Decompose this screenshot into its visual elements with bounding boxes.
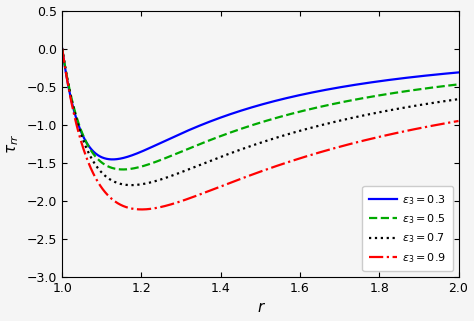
$\varepsilon_3 = 0.3$: [220, 115, 226, 119]
$\varepsilon_3 = 0.9$: [376, 135, 382, 139]
Y-axis label: $\tau_{rr}$: $\tau_{rr}$: [6, 134, 21, 154]
$\varepsilon_3 = 0.9$: [369, 137, 374, 141]
$\varepsilon_3 = 0.5$: [100, 161, 106, 165]
$\varepsilon_3 = 0.5$: [234, 128, 240, 132]
$\varepsilon_3 = 0.5$: [59, 47, 65, 50]
$\varepsilon_3 = 0.7$: [369, 112, 374, 116]
$\varepsilon_3 = 0.9$: [59, 47, 65, 50]
X-axis label: r: r: [257, 300, 264, 316]
$\varepsilon_3 = 0.9$: [100, 187, 106, 191]
$\varepsilon_3 = 0.5$: [220, 133, 226, 137]
$\varepsilon_3 = 0.7$: [128, 183, 134, 187]
$\varepsilon_3 = 0.9$: [139, 207, 145, 211]
Line: $\varepsilon_3 = 0.9$: $\varepsilon_3 = 0.9$: [62, 48, 458, 209]
Legend: $\varepsilon_3 = 0.3$, $\varepsilon_3 = 0.5$, $\varepsilon_3 = 0.7$, $\varepsilo: $\varepsilon_3 = 0.3$, $\varepsilon_3 = …: [362, 186, 453, 272]
$\varepsilon_3 = 0.3$: [59, 47, 65, 50]
$\varepsilon_3 = 0.7$: [456, 97, 461, 101]
$\varepsilon_3 = 0.7$: [376, 110, 382, 114]
$\varepsilon_3 = 0.5$: [120, 168, 126, 171]
$\varepsilon_3 = 0.3$: [456, 71, 461, 74]
Line: $\varepsilon_3 = 0.7$: $\varepsilon_3 = 0.7$: [62, 48, 458, 185]
$\varepsilon_3 = 0.9$: [234, 178, 240, 182]
$\varepsilon_3 = 0.7$: [220, 154, 226, 158]
$\varepsilon_3 = 0.3$: [376, 79, 382, 83]
$\varepsilon_3 = 0.5$: [332, 102, 337, 106]
$\varepsilon_3 = 0.7$: [100, 172, 106, 176]
$\varepsilon_3 = 0.3$: [100, 156, 106, 160]
Line: $\varepsilon_3 = 0.5$: $\varepsilon_3 = 0.5$: [62, 48, 458, 169]
$\varepsilon_3 = 0.9$: [456, 119, 461, 123]
$\varepsilon_3 = 0.9$: [332, 146, 337, 150]
$\varepsilon_3 = 0.5$: [369, 95, 374, 99]
$\varepsilon_3 = 0.5$: [456, 82, 461, 86]
$\varepsilon_3 = 0.7$: [332, 120, 337, 124]
$\varepsilon_3 = 0.7$: [234, 149, 240, 153]
$\varepsilon_3 = 0.3$: [332, 86, 337, 90]
$\varepsilon_3 = 0.5$: [376, 93, 382, 97]
Line: $\varepsilon_3 = 0.3$: $\varepsilon_3 = 0.3$: [62, 48, 458, 160]
$\varepsilon_3 = 0.9$: [220, 184, 226, 187]
$\varepsilon_3 = 0.3$: [234, 110, 240, 114]
$\varepsilon_3 = 0.3$: [109, 158, 115, 161]
$\varepsilon_3 = 0.3$: [369, 80, 374, 84]
$\varepsilon_3 = 0.7$: [59, 47, 65, 50]
